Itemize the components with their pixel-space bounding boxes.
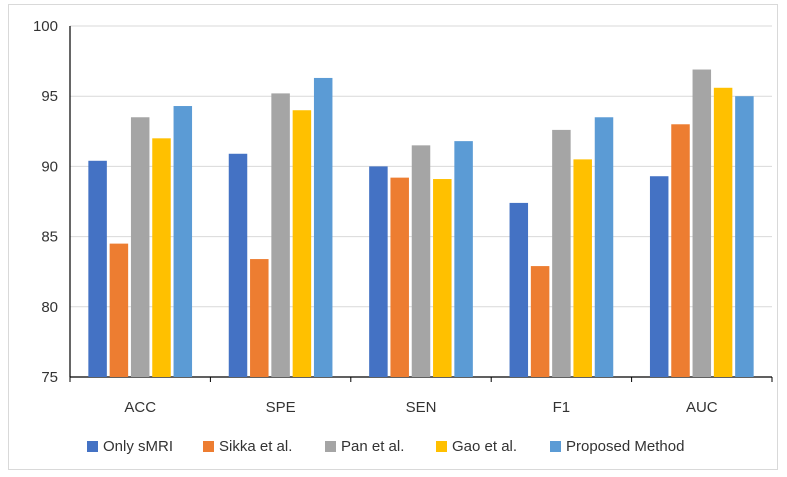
bar-sen-series-3: [433, 179, 452, 377]
x-tick-label: SEN: [406, 399, 437, 416]
x-tick-label: ACC: [124, 399, 156, 416]
bar-acc-series-4: [173, 106, 193, 377]
bar-f1-series-0: [509, 202, 529, 377]
bars: [88, 69, 754, 378]
legend-label: Pan et al.: [341, 438, 404, 455]
legend-swatch: [436, 441, 447, 452]
bar-f1-series-3: [573, 159, 592, 377]
legend-swatch: [325, 441, 336, 452]
bar-acc-series-2: [130, 117, 150, 377]
bar-spe-series-1: [250, 259, 269, 377]
bar-auc-series-3: [713, 87, 733, 377]
legend-label: Proposed Method: [566, 438, 684, 455]
bar-f1-series-1: [530, 266, 550, 377]
x-tick-labels: ACC SPE SEN F1 AUC: [124, 399, 717, 416]
y-tick-labels: 75 80 85 90 95 100: [33, 18, 58, 386]
bar-spe-series-4: [313, 77, 333, 377]
bar-sen-series-4: [454, 141, 473, 377]
legend-label: Gao et al.: [452, 438, 517, 455]
legend: Only sMRI Sikka et al. Pan et al. Gao et al…: [87, 438, 684, 455]
bar-auc-series-1: [671, 124, 690, 377]
legend-swatch: [87, 441, 98, 452]
y-tick-label: 100: [33, 18, 58, 35]
y-tick-label: 95: [41, 88, 58, 105]
bar-sen-series-1: [390, 177, 409, 377]
legend-label: Only sMRI: [103, 438, 173, 455]
legend-swatch: [550, 441, 561, 452]
bar-f1-series-4: [594, 117, 614, 377]
legend-label: Sikka et al.: [219, 438, 292, 455]
bar-auc-series-0: [649, 176, 669, 377]
bar-spe-series-0: [228, 153, 248, 377]
bar-auc-series-4: [735, 96, 754, 377]
bar-acc-series-1: [109, 243, 129, 377]
bar-spe-series-2: [271, 93, 290, 377]
x-tick-label: AUC: [686, 399, 718, 416]
y-tick-label: 80: [41, 299, 58, 316]
bar-spe-series-3: [292, 110, 312, 378]
bar-f1-series-2: [552, 129, 571, 377]
bar-acc-series-3: [152, 138, 171, 377]
bar-auc-series-2: [692, 69, 712, 378]
legend-swatch: [203, 441, 214, 452]
x-tick-label: SPE: [266, 399, 296, 416]
x-tick-label: F1: [553, 399, 571, 416]
bar-acc-series-0: [88, 160, 107, 377]
y-tick-label: 85: [41, 229, 58, 246]
y-tick-label: 75: [41, 369, 58, 386]
y-tick-label: 90: [41, 158, 58, 175]
bar-sen-series-2: [411, 145, 431, 377]
bar-sen-series-0: [369, 166, 388, 377]
